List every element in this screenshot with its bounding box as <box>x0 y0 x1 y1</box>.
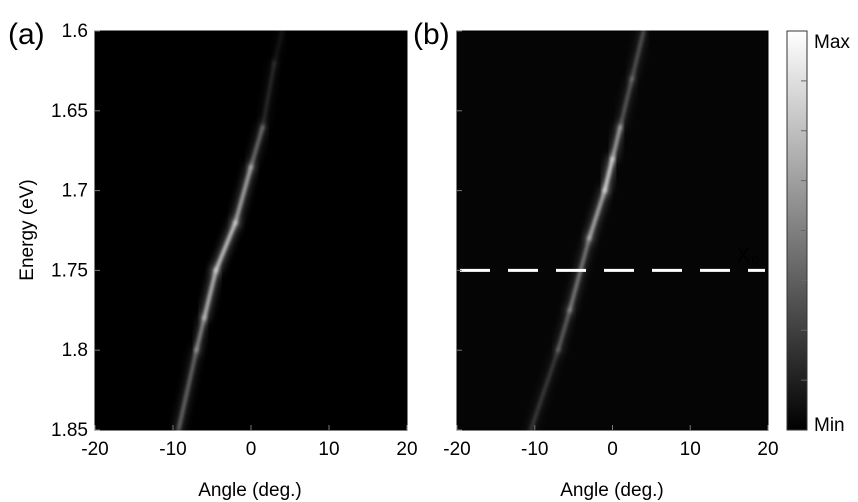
panel-b: X₀ -20 -10 0 10 20 (b) Angle (deg.) <box>413 18 779 501</box>
band-segment <box>603 157 614 193</box>
y-ticks-a: 1.6 1.65 1.7 1.75 1.8 1.85 <box>51 21 100 441</box>
y-tick-label: 1.8 <box>62 340 88 361</box>
y-tick-label: 1.6 <box>62 21 88 42</box>
panel-a: 1.6 1.65 1.7 1.75 1.8 1.85 -20 -10 0 10 20 (a) En… <box>8 18 418 501</box>
band-segment <box>618 77 634 129</box>
x-ticks-b: -20 -10 0 10 20 <box>443 425 779 460</box>
band-segment <box>261 61 276 129</box>
panel-label-a: (a) <box>8 18 45 51</box>
colorbar: Max Min <box>786 30 850 436</box>
band-segment <box>249 125 265 169</box>
band-segment <box>556 308 572 352</box>
x-axis-label-a: Angle (deg.) <box>198 480 302 501</box>
band-segment <box>272 29 284 65</box>
band-segment <box>568 236 591 312</box>
y-tick-label: 1.65 <box>51 101 88 122</box>
x-tick-label: 20 <box>757 439 778 460</box>
plot-area-a <box>94 30 408 431</box>
y-ticks-b <box>457 30 462 431</box>
panel-label-b: (b) <box>413 18 450 51</box>
band-segment <box>214 221 237 272</box>
x-tick-label: 10 <box>680 439 701 460</box>
plot-area-b <box>456 30 769 431</box>
band-segment <box>176 348 198 432</box>
colorbar-max-label: Max <box>814 32 850 53</box>
dispersive-band-b <box>526 26 649 435</box>
band-segment <box>611 125 622 161</box>
x-tick-label: 10 <box>318 439 339 460</box>
band-segment <box>233 165 253 225</box>
band-segment <box>202 268 218 320</box>
x-tick-label: 0 <box>607 439 618 460</box>
x-tick-label: -20 <box>81 439 108 460</box>
colorbar-ticks <box>801 80 807 381</box>
x-tick-label: -10 <box>521 439 548 460</box>
y-axis-label: Energy (eV) <box>17 179 38 280</box>
band-segment <box>194 316 206 352</box>
band-segment <box>587 189 607 240</box>
band-segment <box>529 348 560 432</box>
x-tick-label: 20 <box>396 439 417 460</box>
x-tick-label: 0 <box>246 439 257 460</box>
y-tick-label: 1.85 <box>51 420 88 441</box>
y-tick-label: 1.75 <box>51 260 88 281</box>
x-tick-label: -10 <box>159 439 186 460</box>
dispersive-band-a <box>173 29 284 435</box>
colorbar-min-label: Min <box>814 415 845 436</box>
exciton-label: X₀ <box>736 242 760 267</box>
y-tick-label: 1.7 <box>62 181 88 202</box>
band-segment <box>630 29 646 81</box>
x-tick-label: -20 <box>443 439 470 460</box>
x-axis-label-b: Angle (deg.) <box>560 480 664 501</box>
x-ticks-a: -20 -10 0 10 20 <box>81 425 418 460</box>
